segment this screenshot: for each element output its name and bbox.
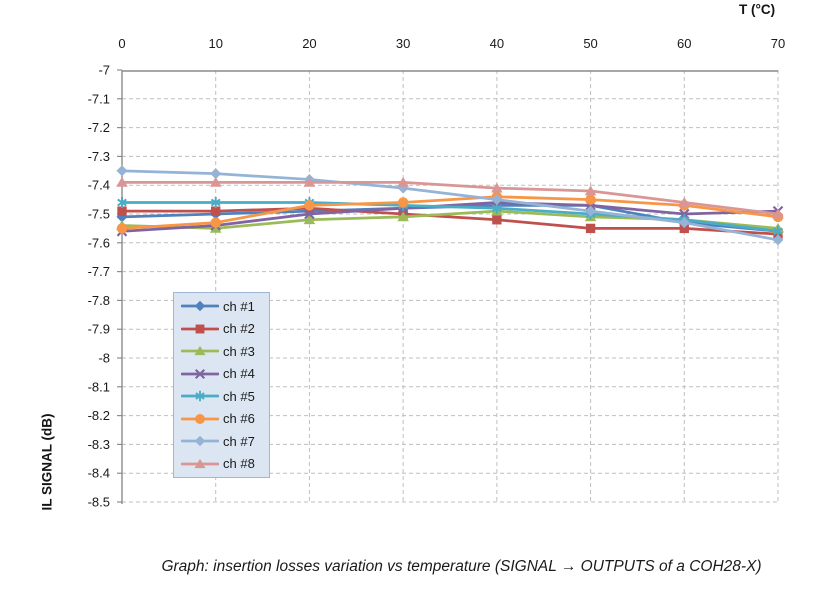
series-line-5: [120, 201, 780, 233]
square-marker-icon: [195, 324, 205, 334]
asterisk-marker-icon: [195, 391, 205, 402]
y-tick-label: -8.5: [88, 495, 110, 510]
y-tick-label: -8.1: [88, 379, 110, 394]
y-tick-label: -8.4: [88, 466, 110, 481]
legend-line-sample: [181, 436, 219, 447]
triangle-marker-icon: [303, 214, 316, 225]
diamond-marker-icon: [585, 205, 597, 217]
circle-marker-icon: [304, 200, 315, 211]
legend-line-sample: [181, 413, 219, 424]
legend-line-sample: [181, 324, 219, 334]
series-line-7: [120, 169, 780, 242]
legend-label: ch #5: [223, 388, 255, 404]
y-tick-label: -7: [98, 63, 110, 78]
triangle-marker-icon: [303, 176, 316, 187]
triangle-marker-icon: [678, 196, 691, 207]
x-tick-label: 50: [583, 36, 597, 51]
legend-line-sample: [181, 391, 219, 402]
legend-item-4: ch #4: [181, 366, 269, 381]
diamond-marker-icon: [116, 165, 128, 177]
triangle-marker-icon: [194, 346, 206, 356]
series-line-2: [120, 206, 780, 236]
legend-item-2: ch #2: [181, 321, 269, 336]
figure-caption: Graph: insertion losses variation vs tem…: [161, 558, 762, 575]
triangle-marker-icon: [772, 208, 784, 219]
triangle-marker-icon: [116, 176, 128, 187]
circle-marker-icon: [116, 223, 128, 234]
legend-label: ch #6: [223, 411, 255, 427]
square-marker-icon: [492, 215, 502, 225]
x-tick-label: 10: [208, 36, 222, 51]
legend-label: ch #3: [223, 343, 255, 359]
x-tick-label: 70: [771, 36, 785, 51]
triangle-marker-icon: [194, 458, 206, 468]
y-tick-label: -7.9: [88, 322, 110, 337]
diamond-marker-icon: [194, 301, 206, 312]
asterisk-marker-icon: [117, 196, 127, 208]
triangle-marker-icon: [397, 176, 409, 187]
triangle-marker-icon: [397, 211, 409, 222]
y-tick-label: -7.1: [88, 91, 110, 106]
y-tick-label: -8: [98, 351, 110, 366]
x-tick-label: 0: [118, 36, 125, 51]
triangle-marker-icon: [209, 176, 222, 187]
x-tick-label: 40: [490, 36, 504, 51]
legend-item-8: ch #8: [181, 456, 269, 471]
x-tick-label: 20: [302, 36, 316, 51]
circle-marker-icon: [397, 197, 409, 208]
circle-marker-icon: [195, 413, 205, 424]
legend-item-6: ch #6: [181, 411, 269, 426]
legend-line-sample: [181, 458, 219, 468]
square-marker-icon: [211, 206, 221, 216]
diamond-marker-icon: [210, 168, 222, 180]
square-marker-icon: [585, 223, 596, 234]
circle-marker-icon: [210, 217, 221, 228]
series-line-8: [120, 180, 780, 216]
chart-legend: ch #1 ch #2 ch #3 ch #4 ch #5 ch #6 ch #7 ch #8: [173, 292, 270, 478]
x-marker-icon: [304, 208, 315, 220]
square-marker-icon: [117, 206, 127, 216]
legend-item-1: ch #1: [181, 299, 269, 314]
y-tick-label: -7.7: [88, 264, 110, 279]
diamond-marker-icon: [491, 194, 503, 206]
legend-label: ch #8: [223, 456, 255, 472]
diamond-marker-icon: [678, 217, 690, 229]
legend-item-3: ch #3: [181, 344, 269, 359]
y-tick-label: -7.3: [88, 149, 110, 164]
y-tick-label: -7.8: [88, 293, 110, 308]
y-tick-label: -7.2: [88, 120, 110, 135]
asterisk-marker-icon: [210, 196, 221, 208]
series-line-4: [120, 201, 780, 233]
y-tick-label: -8.3: [88, 437, 110, 452]
diamond-marker-icon: [772, 234, 784, 246]
x-tick-label: 60: [677, 36, 691, 51]
triangle-marker-icon: [491, 182, 503, 193]
series-line-6: [120, 195, 780, 230]
y-tick-label: -8.2: [88, 408, 110, 423]
y-tick-label: -7.5: [88, 207, 110, 222]
circle-marker-icon: [585, 194, 596, 205]
legend-label: ch #4: [223, 366, 255, 382]
legend-line-sample: [181, 301, 219, 312]
y-tick-label: -7.6: [88, 235, 110, 250]
legend-item-5: ch #5: [181, 389, 269, 404]
square-marker-icon: [679, 223, 689, 234]
x-axis-title: T (°C): [739, 2, 776, 17]
triangle-marker-icon: [584, 185, 597, 196]
x-tick-label: 30: [396, 36, 410, 51]
diamond-marker-icon: [194, 436, 206, 447]
legend-label: ch #1: [223, 298, 255, 314]
legend-line-sample: [181, 346, 219, 356]
legend-line-sample: [181, 368, 219, 379]
y-tick-label: -7.4: [88, 178, 110, 193]
legend-label: ch #7: [223, 433, 255, 449]
legend-label: ch #2: [223, 321, 255, 337]
legend-item-7: ch #7: [181, 434, 269, 449]
x-marker-icon: [194, 368, 206, 379]
